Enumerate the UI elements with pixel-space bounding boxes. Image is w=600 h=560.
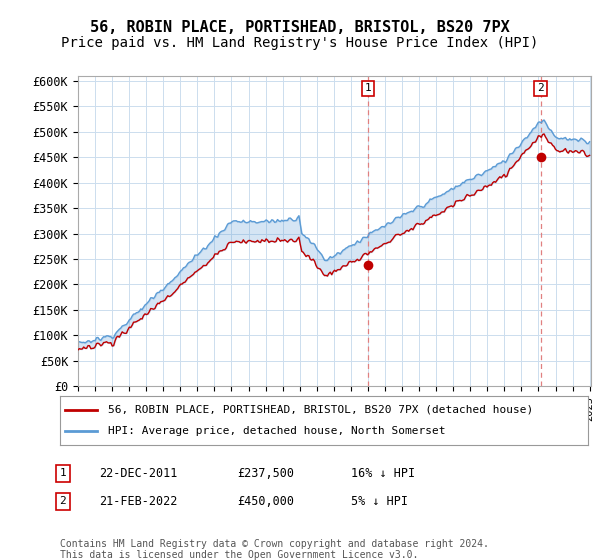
Text: HPI: Average price, detached house, North Somerset: HPI: Average price, detached house, Nort… [107, 426, 445, 436]
Text: 16% ↓ HPI: 16% ↓ HPI [351, 466, 415, 480]
Text: 2: 2 [537, 83, 544, 94]
Text: 2: 2 [59, 496, 67, 506]
Text: 56, ROBIN PLACE, PORTISHEAD, BRISTOL, BS20 7PX (detached house): 56, ROBIN PLACE, PORTISHEAD, BRISTOL, BS… [107, 405, 533, 415]
Text: 56, ROBIN PLACE, PORTISHEAD, BRISTOL, BS20 7PX: 56, ROBIN PLACE, PORTISHEAD, BRISTOL, BS… [90, 20, 510, 35]
Text: Contains HM Land Registry data © Crown copyright and database right 2024.
This d: Contains HM Land Registry data © Crown c… [60, 539, 489, 560]
Text: 5% ↓ HPI: 5% ↓ HPI [351, 494, 408, 508]
Text: £450,000: £450,000 [237, 494, 294, 508]
Text: 22-DEC-2011: 22-DEC-2011 [99, 466, 178, 480]
Text: Price paid vs. HM Land Registry's House Price Index (HPI): Price paid vs. HM Land Registry's House … [61, 36, 539, 50]
Text: 1: 1 [365, 83, 371, 94]
Text: 21-FEB-2022: 21-FEB-2022 [99, 494, 178, 508]
Text: £237,500: £237,500 [237, 466, 294, 480]
Text: 1: 1 [59, 468, 67, 478]
